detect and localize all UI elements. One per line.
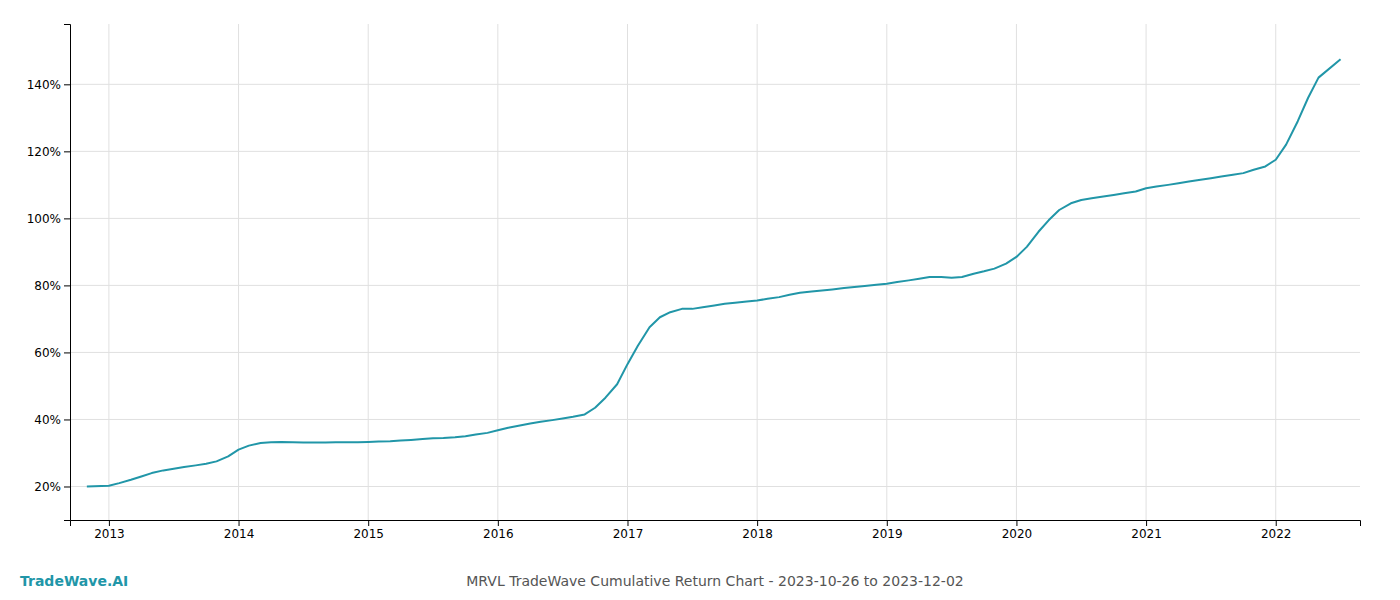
tick-mark — [757, 520, 758, 526]
tick-mark — [64, 486, 70, 487]
tick-mark — [64, 151, 70, 152]
tick-label: 2015 — [353, 527, 384, 541]
tick: 2021 — [1131, 520, 1162, 541]
tick-label: 100% — [27, 212, 61, 226]
tick-mark — [109, 520, 110, 526]
tick-mark — [1276, 520, 1277, 526]
tick-label: 2021 — [1131, 527, 1162, 541]
tick-label: 2022 — [1261, 527, 1292, 541]
tick-label: 140% — [27, 78, 61, 92]
tick: 140% — [27, 78, 70, 92]
tick-label: 60% — [34, 346, 61, 360]
tick-label: 2016 — [483, 527, 514, 541]
tick: 80% — [34, 279, 70, 293]
tick: 20% — [34, 480, 70, 494]
marks — [87, 59, 1341, 486]
grid-line — [627, 24, 628, 520]
tick-label: 2014 — [224, 527, 255, 541]
grid-line — [886, 24, 887, 520]
grid — [70, 24, 1360, 520]
tick-label: 2020 — [1002, 527, 1033, 541]
grid-line — [108, 24, 109, 520]
tick-label: 2017 — [613, 527, 644, 541]
tick-mark — [1016, 520, 1017, 526]
grid-line — [1146, 24, 1147, 520]
tick-label: 2019 — [872, 527, 903, 541]
tick-label: 40% — [34, 413, 61, 427]
tick: 60% — [34, 346, 70, 360]
tick-mark — [64, 84, 70, 85]
grid-line — [1016, 24, 1017, 520]
tick-mark — [64, 352, 70, 353]
title: MRVL TradeWave Cumulative Return Chart -… — [466, 573, 963, 589]
grid-line — [70, 151, 1360, 152]
annotation: TradeWave.AI — [20, 573, 128, 589]
grid-line — [70, 218, 1360, 219]
grid-line — [757, 24, 758, 520]
grid-line — [238, 24, 239, 520]
tick: 2013 — [94, 520, 125, 541]
tick: 2015 — [353, 520, 384, 541]
y-axis: 20% 40% 60% 80% 100% 120% 140% — [27, 25, 71, 521]
tick-mark — [368, 520, 369, 526]
chart: 2013 2014 2015 2016 2017 2018 2019 2020 2021 2022… — [0, 0, 1400, 600]
tick: 120% — [27, 145, 70, 159]
grid-line — [368, 24, 369, 520]
tick: 2016 — [483, 520, 514, 541]
grid-line — [70, 285, 1360, 286]
tick-mark — [239, 520, 240, 526]
grid-line — [497, 24, 498, 520]
grid-line — [1275, 24, 1276, 520]
grid-line — [70, 352, 1360, 353]
plot-area: 2013 2014 2015 2016 2017 2018 2019 2020 2021 2022… — [27, 24, 1361, 541]
tick: 2020 — [1002, 520, 1033, 541]
grid-line — [70, 486, 1360, 487]
tick: 40% — [34, 413, 70, 427]
axis-line — [64, 25, 71, 521]
tick-label: 120% — [27, 145, 61, 159]
tick: 100% — [27, 212, 70, 226]
tick-mark — [64, 285, 70, 286]
tick-label: 2013 — [94, 527, 125, 541]
tick: 2019 — [872, 520, 903, 541]
grid-line — [70, 419, 1360, 420]
tick: 2022 — [1261, 520, 1292, 541]
tick-mark — [1146, 520, 1147, 526]
tick: 2014 — [224, 520, 255, 541]
line — [87, 59, 1341, 486]
tick-mark — [887, 520, 888, 526]
tick-mark — [627, 520, 628, 526]
tick-label: 2018 — [742, 527, 773, 541]
tick-label: 20% — [34, 480, 61, 494]
tick-mark — [64, 419, 70, 420]
tick-mark — [498, 520, 499, 526]
tick: 2017 — [613, 520, 644, 541]
x-axis: 2013 2014 2015 2016 2017 2018 2019 2020 2021 2022 — [71, 520, 1361, 541]
tick-label: 80% — [34, 279, 61, 293]
tick-mark — [64, 218, 70, 219]
grid-line — [70, 84, 1360, 85]
axis-line — [71, 521, 1361, 527]
tick: 2018 — [742, 520, 773, 541]
